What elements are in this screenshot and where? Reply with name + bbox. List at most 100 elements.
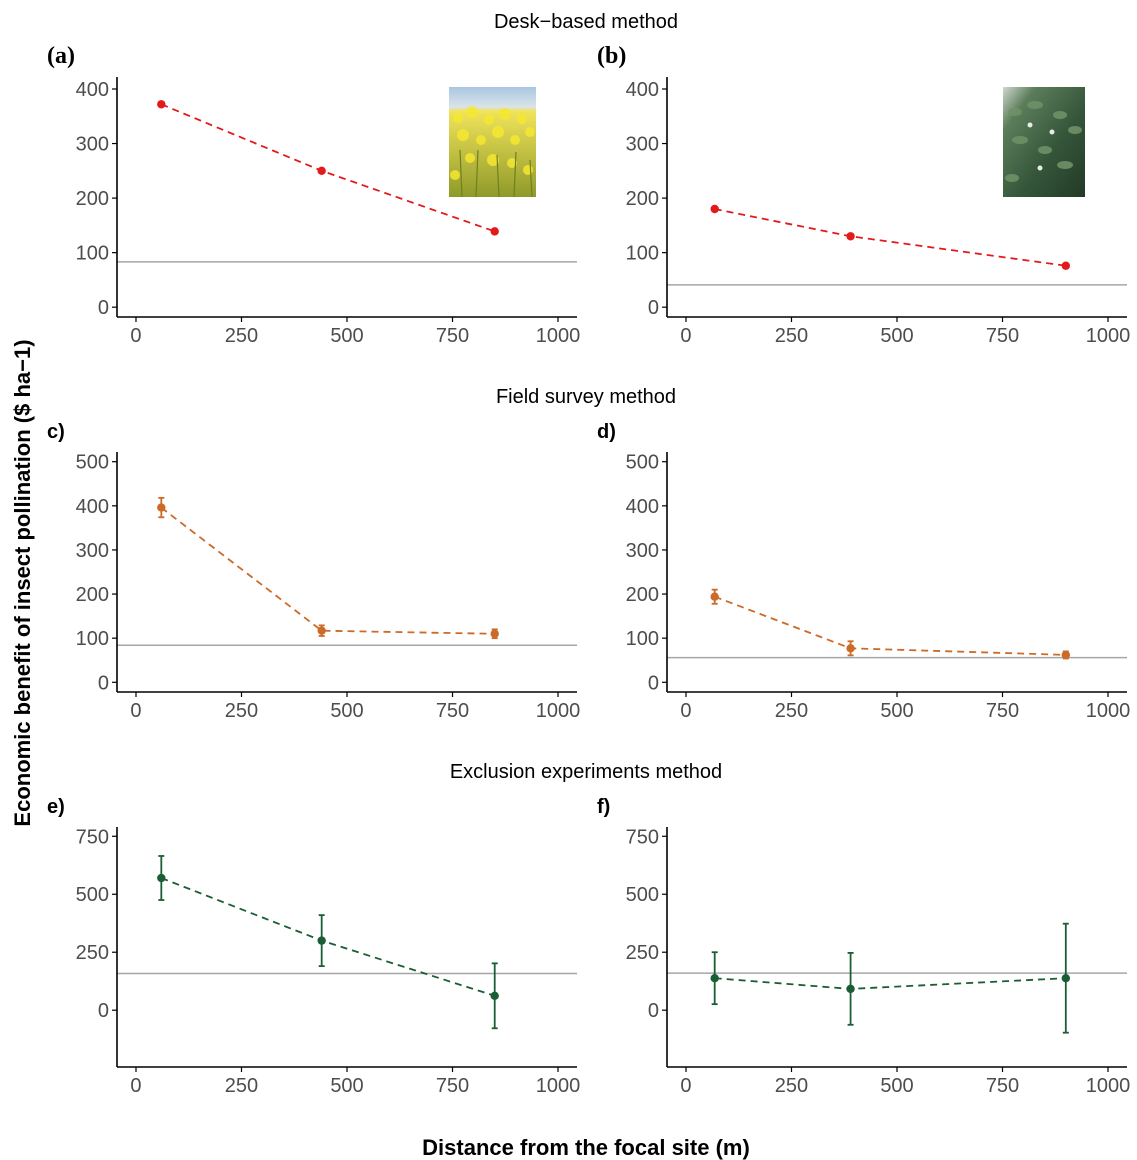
y-tick-label-a-4: 400 xyxy=(76,79,109,101)
rapeseed-crop-photo xyxy=(449,87,536,198)
panel-label-e: e) xyxy=(47,796,65,818)
x-tick-label-a-4: 1000 xyxy=(536,325,581,347)
x-tick-label-e-4: 1000 xyxy=(536,1075,581,1097)
x-tick-label-b-0: 0 xyxy=(680,325,691,347)
y-tick-label-a-1: 100 xyxy=(76,243,109,265)
data-point-d-1 xyxy=(846,644,855,653)
x-tick-label-a-1: 250 xyxy=(225,325,258,347)
data-point-d-0 xyxy=(710,592,719,601)
data-point-b-1 xyxy=(846,232,855,241)
x-tick-label-b-4: 1000 xyxy=(1086,325,1131,347)
panel-label-f: f) xyxy=(597,796,610,818)
y-tick-label-b-2: 200 xyxy=(626,188,659,210)
y-tick-label-d-3: 300 xyxy=(626,540,659,562)
y-tick-label-c-0: 0 xyxy=(98,672,109,694)
y-tick-label-d-0: 0 xyxy=(648,672,659,694)
y-tick-label-f-2: 500 xyxy=(626,884,659,906)
y-tick-label-c-2: 200 xyxy=(76,584,109,606)
series-line-e xyxy=(160,877,495,997)
panel-label-b: (b) xyxy=(597,43,626,69)
panel-label-d: d) xyxy=(597,421,616,443)
x-tick-label-a-2: 500 xyxy=(330,325,363,347)
x-tick-label-d-2: 500 xyxy=(880,700,913,722)
y-tick-label-f-3: 750 xyxy=(626,826,659,848)
series-line-a xyxy=(160,103,495,233)
data-point-b-0 xyxy=(710,204,719,214)
series-line-d xyxy=(714,595,1066,656)
y-axis-title: Economic benefit of insect pollination (… xyxy=(10,339,35,826)
y-tick-label-d-5: 500 xyxy=(626,452,659,474)
section-title-field: Field survey method xyxy=(496,386,676,408)
x-tick-label-f-0: 0 xyxy=(680,1075,691,1097)
panel-c: c) 0 100 200 300 400 500 0 250 500 750 1000 xyxy=(47,421,580,722)
y-tick-label-d-1: 100 xyxy=(626,628,659,650)
section-title-exclusion: Exclusion experiments method xyxy=(450,761,722,783)
x-tick-label-f-1: 250 xyxy=(775,1075,808,1097)
x-tick-label-d-4: 1000 xyxy=(1086,700,1131,722)
panel-label-c: c) xyxy=(47,421,65,443)
x-tick-label-b-1: 250 xyxy=(775,325,808,347)
y-tick-label-a-3: 300 xyxy=(76,134,109,156)
x-tick-label-e-0: 0 xyxy=(130,1075,141,1097)
series-line-c xyxy=(160,506,495,635)
y-tick-label-c-1: 100 xyxy=(76,628,109,650)
x-tick-label-a-3: 750 xyxy=(436,325,469,347)
x-tick-label-f-3: 750 xyxy=(986,1075,1019,1097)
y-tick-label-a-2: 200 xyxy=(76,188,109,210)
data-point-a-1 xyxy=(317,166,326,176)
x-tick-label-c-2: 500 xyxy=(330,700,363,722)
y-tick-label-a-0: 0 xyxy=(98,297,109,319)
y-tick-label-e-0: 0 xyxy=(98,1000,109,1022)
x-tick-label-e-1: 250 xyxy=(225,1075,258,1097)
y-tick-label-c-4: 400 xyxy=(76,496,109,518)
x-tick-label-d-1: 250 xyxy=(775,700,808,722)
panel-f: f) 0 250 500 750 0 250 500 750 1000 xyxy=(597,796,1130,1097)
y-tick-label-e-2: 500 xyxy=(76,884,109,906)
y-tick-label-b-1: 100 xyxy=(626,243,659,265)
y-tick-label-c-5: 500 xyxy=(76,452,109,474)
data-point-d-2 xyxy=(1061,650,1071,660)
data-point-a-2 xyxy=(490,227,499,236)
panel-d: d) 0 100 200 300 400 500 0 250 500 750 1000 xyxy=(597,421,1130,722)
data-point-e-2 xyxy=(490,991,499,1001)
y-tick-label-f-0: 0 xyxy=(648,1000,659,1022)
y-tick-label-b-4: 400 xyxy=(626,79,659,101)
data-point-f-2 xyxy=(1061,973,1071,983)
panel-b: (b) 0 100 200 300 400 0 250 500 750 1000 xyxy=(597,43,1130,347)
data-point-a-0 xyxy=(157,100,166,109)
x-tick-label-b-3: 750 xyxy=(986,325,1019,347)
y-tick-label-b-0: 0 xyxy=(648,297,659,319)
faba-bean-crop-photo xyxy=(1003,87,1085,197)
x-tick-label-e-2: 500 xyxy=(330,1075,363,1097)
section-title-desk: Desk−based method xyxy=(494,11,678,33)
x-tick-label-f-4: 1000 xyxy=(1086,1075,1131,1097)
panel-a: (a) 0 100 200 300 400 0 250 500 750 1000 xyxy=(47,43,580,347)
x-tick-label-b-2: 500 xyxy=(880,325,913,347)
x-tick-label-c-3: 750 xyxy=(436,700,469,722)
x-tick-label-c-1: 250 xyxy=(225,700,258,722)
x-axis-title: Distance from the focal site (m) xyxy=(422,1135,750,1160)
panel-label-a: (a) xyxy=(47,43,75,69)
y-tick-label-b-3: 300 xyxy=(626,134,659,156)
y-tick-label-d-4: 400 xyxy=(626,496,659,518)
x-tick-label-d-0: 0 xyxy=(680,700,691,722)
y-tick-label-f-1: 250 xyxy=(626,942,659,964)
panel-e: e) 0 250 500 750 0 250 500 750 1000 xyxy=(47,796,580,1097)
y-tick-label-d-2: 200 xyxy=(626,584,659,606)
x-tick-label-f-2: 500 xyxy=(880,1075,913,1097)
series-line-b xyxy=(714,208,1066,267)
x-tick-label-d-3: 750 xyxy=(986,700,1019,722)
series-line-f xyxy=(714,977,1066,990)
data-point-c-0 xyxy=(157,503,166,512)
data-point-c-1 xyxy=(317,626,326,635)
y-tick-label-c-3: 300 xyxy=(76,540,109,562)
x-tick-label-c-4: 1000 xyxy=(536,700,581,722)
data-point-e-1 xyxy=(317,936,326,945)
data-point-f-0 xyxy=(710,973,719,983)
data-point-f-1 xyxy=(846,984,855,994)
x-tick-label-e-3: 750 xyxy=(436,1075,469,1097)
data-point-c-2 xyxy=(490,629,499,638)
x-tick-label-a-0: 0 xyxy=(130,325,141,347)
data-point-e-0 xyxy=(157,873,166,883)
